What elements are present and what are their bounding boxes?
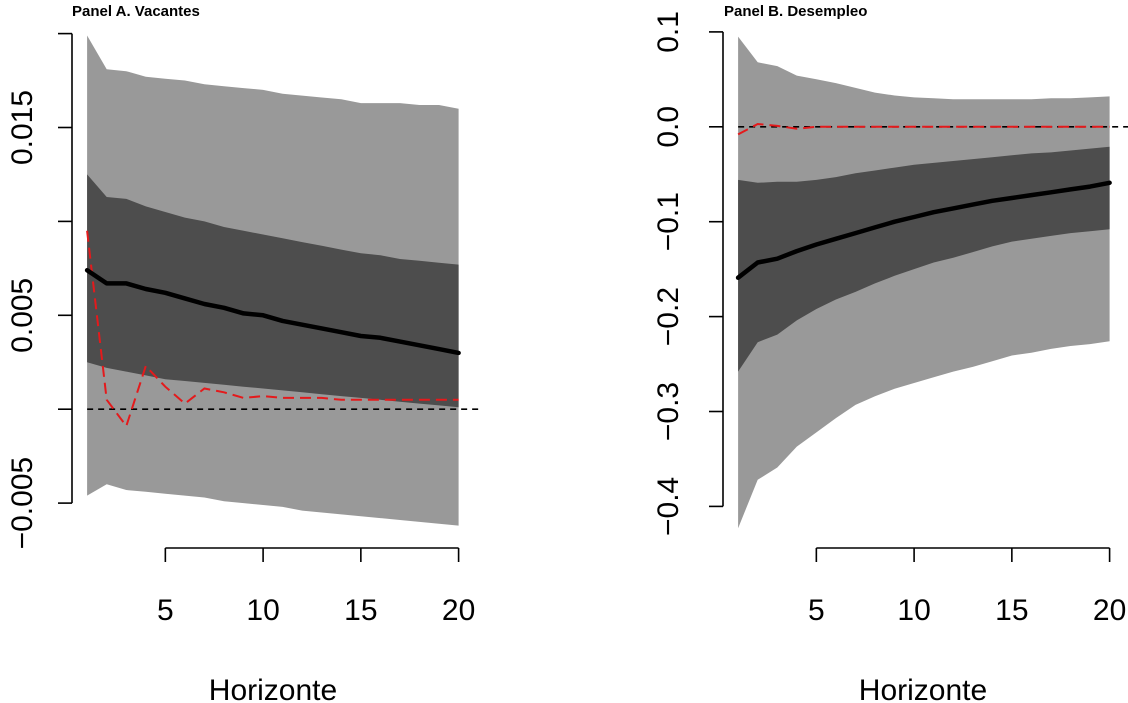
panel-b-y-tick-label-5: 0.1 bbox=[652, 11, 685, 53]
panel-a-x-tick-label-2: 15 bbox=[344, 594, 377, 627]
panel-a-inner-band bbox=[87, 174, 459, 408]
panel-a-median-line bbox=[84, 267, 461, 356]
panel-b-x-tick-label-2: 15 bbox=[995, 594, 1028, 627]
panel-a-x-tick-label-0: 5 bbox=[157, 594, 174, 627]
panel-a-x-axis: 5 10 15 20 bbox=[157, 547, 475, 627]
panel-a-y-tick-label-1: 0.005 bbox=[6, 278, 39, 353]
panel-b-x-tick-label-3: 20 bbox=[1093, 594, 1126, 627]
panel-b-median-line bbox=[735, 180, 1112, 280]
panel-b-x-axis-title: Horizonte bbox=[859, 674, 987, 703]
panel-b-y-tick-label-4: 0.0 bbox=[652, 106, 685, 148]
panel-b-y-tick-label-1: −0.3 bbox=[652, 382, 685, 441]
panel-a-title: Panel A. Vacantes bbox=[72, 3, 200, 20]
panel-a-y-tick-label-0: −0.005 bbox=[6, 457, 39, 550]
panel-b-y-tick-label-2: −0.2 bbox=[652, 287, 685, 346]
panel-b-desempleo: Panel B. Desempleo −0.4 −0.3 −0.2 −0.1 0.0 0.… bbox=[652, 3, 1128, 703]
panel-a-red-dashed-line bbox=[86, 230, 459, 429]
panel-a-y-axis: −0.005 0.005 0.015 bbox=[6, 32, 73, 550]
panel-b-red-dashed-line bbox=[737, 122, 1110, 136]
panel-b-x-tick-label-0: 5 bbox=[808, 594, 825, 627]
panel-b-x-axis: 5 10 15 20 bbox=[808, 547, 1126, 627]
panel-a-vacantes: Panel A. Vacantes −0.005 0.005 0.015 5 10 15… bbox=[6, 3, 479, 703]
panel-b-y-tick-label-3: −0.1 bbox=[652, 192, 685, 251]
panel-a-x-tick-label-1: 10 bbox=[246, 594, 279, 627]
panel-a-x-axis-title: Horizonte bbox=[209, 674, 337, 703]
panel-b-x-tick-label-1: 10 bbox=[897, 594, 930, 627]
panel-b-y-axis: −0.4 −0.3 −0.2 −0.1 0.0 0.1 bbox=[652, 11, 724, 536]
panel-a-y-tick-label-2: 0.015 bbox=[6, 90, 39, 165]
panel-a-x-tick-label-3: 20 bbox=[442, 594, 475, 627]
panel-b-y-tick-label-0: −0.4 bbox=[652, 477, 685, 536]
panel-b-plot-area bbox=[735, 36, 1128, 529]
panel-b-inner-band bbox=[738, 146, 1110, 372]
panel-b-title: Panel B. Desempleo bbox=[724, 3, 867, 20]
panel-a-plot-area bbox=[84, 35, 479, 526]
